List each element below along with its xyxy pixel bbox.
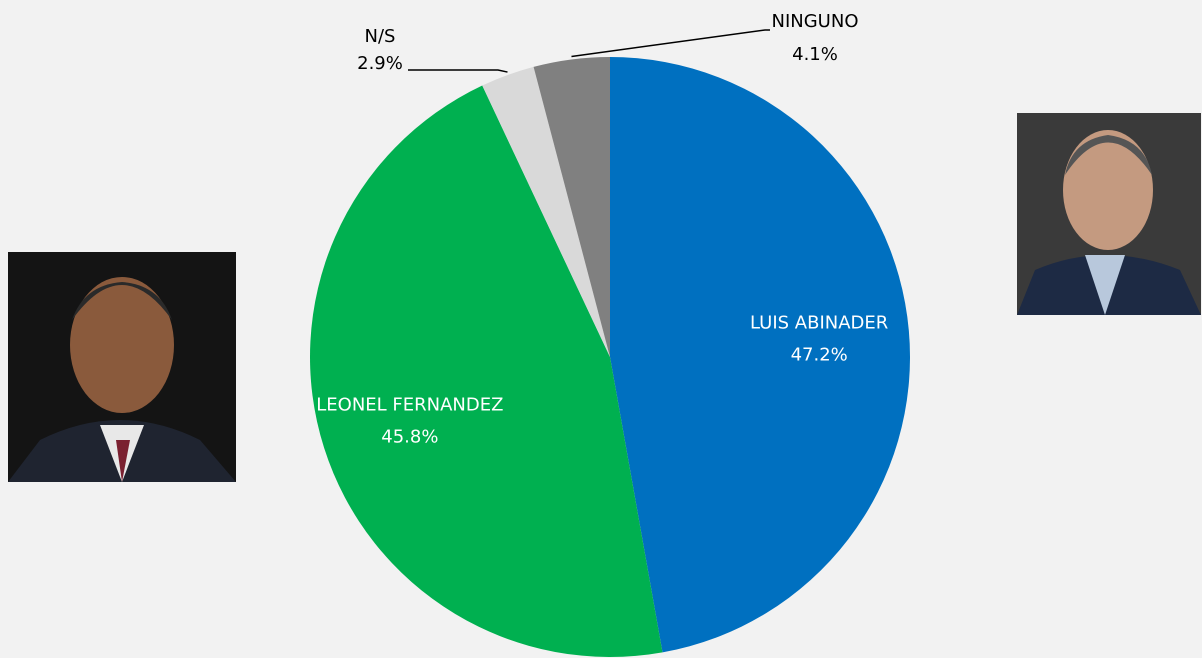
chart: LUIS ABINADER 47.2% LEONEL FERNANDEZ 45.8% N… xyxy=(0,0,1202,658)
category-label: N/S xyxy=(365,26,396,47)
category-label: LUIS ABINADER xyxy=(750,313,888,334)
value-label: 4.1% xyxy=(792,44,838,65)
value-label: 45.8% xyxy=(381,427,438,448)
photo-right xyxy=(1017,113,1201,315)
value-label: 47.2% xyxy=(791,345,848,366)
category-label: NINGUNO xyxy=(772,11,859,32)
value-label: 2.9% xyxy=(357,53,403,74)
photo-left xyxy=(8,252,236,482)
category-label: LEONEL FERNANDEZ xyxy=(316,395,503,416)
page: {"chart_data": {"type": "pie", "categori… xyxy=(0,0,1202,658)
